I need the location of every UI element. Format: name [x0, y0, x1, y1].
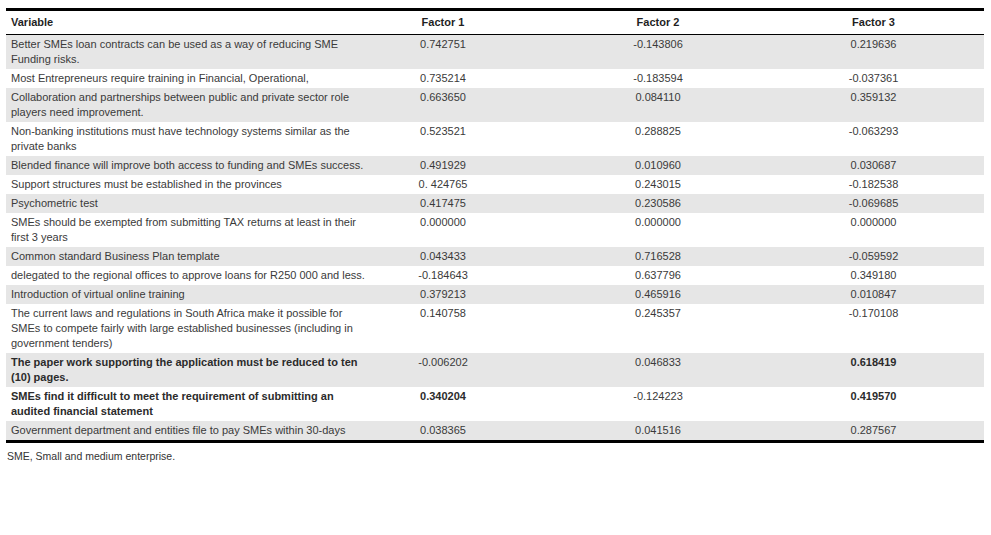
- variable-cell: Non-banking institutions must have techn…: [6, 122, 373, 156]
- factor3-value-cell: 0.000000: [803, 213, 984, 247]
- factor3-value-cell: -0.069685: [803, 194, 984, 213]
- factor2-value-cell: 0.288825: [513, 122, 803, 156]
- factor-loadings-table: Variable Factor 1 Factor 2 Factor 3 Bett…: [6, 8, 984, 443]
- header-row: Variable Factor 1 Factor 2 Factor 3: [6, 10, 984, 35]
- table-row: SMEs find it difficult to meet the requi…: [6, 387, 984, 421]
- factor1-value-cell: 0.735214: [373, 69, 513, 88]
- table-row: Blended finance will improve both access…: [6, 156, 984, 175]
- column-header-factor1: Factor 1: [373, 10, 513, 35]
- table-row: Non-banking institutions must have techn…: [6, 122, 984, 156]
- table-row: The paper work supporting the applicatio…: [6, 353, 984, 387]
- factor1-value-cell: 0.140758: [373, 304, 513, 353]
- factor1-value-cell: 0.000000: [373, 213, 513, 247]
- variable-cell: The current laws and regulations in Sout…: [6, 304, 373, 353]
- table-footnote: SME, Small and medium enterprise.: [6, 450, 984, 463]
- table-row: Better SMEs loan contracts can be used a…: [6, 35, 984, 70]
- factor3-value-cell: -0.182538: [803, 175, 984, 194]
- table-body: Better SMEs loan contracts can be used a…: [6, 35, 984, 442]
- factor1-value-cell: 0.663650: [373, 88, 513, 122]
- factor1-value-cell: 0.043433: [373, 247, 513, 266]
- table-row: Introduction of virtual online training0…: [6, 285, 984, 304]
- variable-cell: Blended finance will improve both access…: [6, 156, 373, 175]
- column-header-variable: Variable: [6, 10, 373, 35]
- variable-cell: The paper work supporting the applicatio…: [6, 353, 373, 387]
- factor1-value-cell: -0.006202: [373, 353, 513, 387]
- variable-cell: Support structures must be established i…: [6, 175, 373, 194]
- factor3-value-cell: 0.287567: [803, 421, 984, 442]
- factor3-value-cell: 0.419570: [803, 387, 984, 421]
- factor1-value-cell: 0.379213: [373, 285, 513, 304]
- variable-cell: delegated to the regional offices to app…: [6, 266, 373, 285]
- variable-cell: SMEs should be exempted from submitting …: [6, 213, 373, 247]
- factor2-value-cell: -0.143806: [513, 35, 803, 70]
- table-row: Collaboration and partnerships between p…: [6, 88, 984, 122]
- factor1-value-cell: -0.184643: [373, 266, 513, 285]
- table-row: Common standard Business Plan template0.…: [6, 247, 984, 266]
- column-header-factor3: Factor 3: [803, 10, 984, 35]
- factor1-value-cell: 0.038365: [373, 421, 513, 442]
- factor2-value-cell: 0.000000: [513, 213, 803, 247]
- factor2-value-cell: 0.046833: [513, 353, 803, 387]
- factor2-value-cell: 0.084110: [513, 88, 803, 122]
- factor3-value-cell: 0.219636: [803, 35, 984, 70]
- factor2-value-cell: 0.010960: [513, 156, 803, 175]
- factor2-value-cell: -0.183594: [513, 69, 803, 88]
- factor1-value-cell: 0.340204: [373, 387, 513, 421]
- factor2-value-cell: 0.243015: [513, 175, 803, 194]
- factor3-value-cell: 0.349180: [803, 266, 984, 285]
- factor2-value-cell: 0.041516: [513, 421, 803, 442]
- column-header-factor2: Factor 2: [513, 10, 803, 35]
- table-row: SMEs should be exempted from submitting …: [6, 213, 984, 247]
- factor2-value-cell: 0.245357: [513, 304, 803, 353]
- factor1-value-cell: 0.742751: [373, 35, 513, 70]
- factor2-value-cell: 0.230586: [513, 194, 803, 213]
- variable-cell: Government department and entities file …: [6, 421, 373, 442]
- factor3-value-cell: 0.010847: [803, 285, 984, 304]
- factor3-value-cell: 0.030687: [803, 156, 984, 175]
- factor1-value-cell: 0.523521: [373, 122, 513, 156]
- page: Variable Factor 1 Factor 2 Factor 3 Bett…: [0, 0, 991, 463]
- variable-cell: SMEs find it difficult to meet the requi…: [6, 387, 373, 421]
- factor3-value-cell: -0.037361: [803, 69, 984, 88]
- factor1-value-cell: 0.417475: [373, 194, 513, 213]
- variable-cell: Introduction of virtual online training: [6, 285, 373, 304]
- variable-cell: Collaboration and partnerships between p…: [6, 88, 373, 122]
- factor2-value-cell: -0.124223: [513, 387, 803, 421]
- factor2-value-cell: 0.716528: [513, 247, 803, 266]
- table-row: Government department and entities file …: [6, 421, 984, 442]
- factor3-value-cell: -0.170108: [803, 304, 984, 353]
- table-row: Support structures must be established i…: [6, 175, 984, 194]
- factor3-value-cell: 0.618419: [803, 353, 984, 387]
- factor2-value-cell: 0.465916: [513, 285, 803, 304]
- factor3-value-cell: -0.059592: [803, 247, 984, 266]
- factor3-value-cell: 0.359132: [803, 88, 984, 122]
- table-row: delegated to the regional offices to app…: [6, 266, 984, 285]
- variable-cell: Most Entrepreneurs require training in F…: [6, 69, 373, 88]
- variable-cell: Common standard Business Plan template: [6, 247, 373, 266]
- variable-cell: Psychometric test: [6, 194, 373, 213]
- table-row: Psychometric test0.4174750.230586-0.0696…: [6, 194, 984, 213]
- table-row: Most Entrepreneurs require training in F…: [6, 69, 984, 88]
- factor2-value-cell: 0.637796: [513, 266, 803, 285]
- table-row: The current laws and regulations in Sout…: [6, 304, 984, 353]
- factor1-value-cell: 0.491929: [373, 156, 513, 175]
- variable-cell: Better SMEs loan contracts can be used a…: [6, 35, 373, 70]
- factor3-value-cell: -0.063293: [803, 122, 984, 156]
- factor1-value-cell: 0. 424765: [373, 175, 513, 194]
